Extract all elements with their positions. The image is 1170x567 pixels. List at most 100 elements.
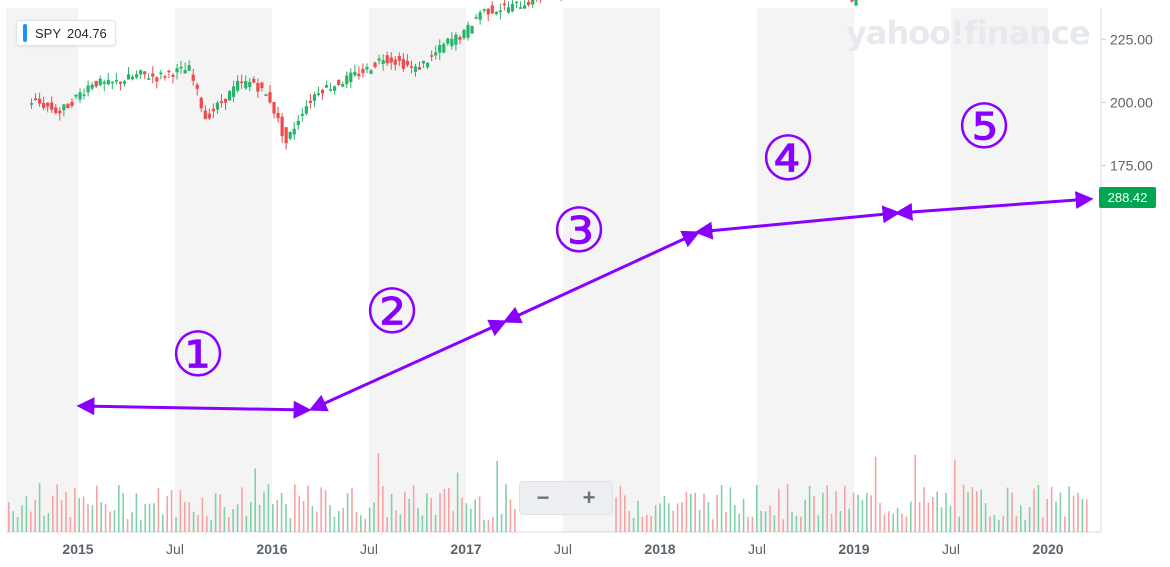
volume-bar (852, 492, 855, 532)
volume-bar (883, 514, 886, 532)
candle-body (171, 74, 175, 77)
ticker-value: 204.76 (67, 25, 107, 41)
volume-bar (135, 493, 138, 532)
volume-bar (470, 508, 472, 532)
candle-body (337, 79, 341, 85)
x-tick-label: Jul (748, 541, 766, 557)
volume-bar (619, 485, 622, 532)
volume-bar (131, 512, 133, 532)
volume-bar (8, 502, 10, 532)
candle-body (114, 79, 118, 82)
candle-body (466, 24, 470, 38)
candle-body (227, 90, 232, 101)
volume-bar (52, 495, 54, 532)
volume-bar (439, 492, 441, 532)
volume-bar (993, 515, 996, 532)
volume-bar (505, 484, 507, 532)
volume-bar (395, 510, 397, 532)
volume-bar (905, 516, 908, 532)
volume-bar (976, 491, 978, 532)
volume-bar (791, 511, 793, 532)
volume-bar (672, 510, 674, 532)
candle-body (417, 67, 422, 70)
volume-bar (382, 485, 384, 532)
x-tick-label: Jul (166, 541, 184, 557)
candle-body (183, 70, 187, 74)
volume-bar (1033, 488, 1035, 532)
x-tick-label: 2018 (644, 541, 675, 557)
volume-bar (879, 503, 881, 532)
candle-body (240, 81, 244, 84)
volume-bar (910, 501, 912, 532)
volume-bar (34, 499, 36, 532)
candle-body (409, 66, 414, 68)
volume-bar (923, 487, 925, 532)
candle-body (405, 60, 409, 66)
volume-bar (241, 487, 243, 532)
candle-body (86, 85, 90, 93)
candle-body (54, 107, 58, 114)
candle-body (143, 71, 147, 75)
volume-bar (316, 511, 318, 532)
candle-body (256, 83, 260, 92)
candle-body (78, 92, 82, 100)
volume-bar (668, 503, 670, 532)
volume-bar (487, 519, 490, 532)
volume-bar (263, 491, 265, 532)
volume-bar (206, 516, 208, 532)
candle-body (268, 92, 272, 103)
volume-bar (971, 486, 974, 532)
volume-bar (949, 505, 952, 532)
volume-bar (786, 484, 789, 532)
candle-body (434, 52, 438, 56)
candle-body (66, 103, 70, 109)
volume-bar (1086, 499, 1088, 532)
volume-bar (496, 460, 498, 532)
zoom-out-button[interactable]: − (536, 485, 550, 510)
candle-body (50, 102, 54, 110)
annotation-label: ⑤ (956, 90, 1012, 163)
volume-bar (47, 513, 50, 532)
x-tick-label: 2017 (450, 541, 481, 557)
volume-bar (659, 503, 661, 532)
volume-bar (1011, 492, 1013, 532)
ticker-chip[interactable]: SPY 204.76 (16, 20, 116, 46)
ticker-symbol: SPY (35, 25, 62, 41)
volume-bar (338, 510, 340, 532)
candle-body (195, 84, 199, 89)
candle-body (82, 94, 86, 96)
candle-body (38, 98, 42, 104)
candle-body (58, 110, 62, 114)
candle-body (106, 79, 110, 85)
candle-body (385, 55, 389, 64)
volume-bar (157, 487, 160, 532)
volume-bar (214, 493, 217, 532)
volume-bar (698, 509, 701, 532)
x-tick-label: Jul (942, 541, 960, 557)
volume-bar (764, 511, 767, 532)
candle-body (296, 120, 300, 126)
volume-bar (892, 513, 894, 532)
volume-bar (30, 511, 32, 532)
volume-bar (1006, 487, 1009, 532)
volume-bar (412, 485, 415, 532)
x-tick-label: 2015 (62, 541, 93, 557)
volume-bar (954, 459, 956, 532)
volume-bar (144, 504, 146, 532)
candle-body (130, 76, 135, 80)
volume-bar (760, 511, 762, 532)
volume-bar (426, 493, 428, 532)
volume-bar (685, 491, 688, 532)
background-stripe (757, 8, 854, 532)
volume-bar (223, 507, 226, 532)
candle-body (187, 65, 191, 71)
volume-bar (500, 513, 503, 532)
volume-bar (654, 505, 657, 532)
candle-body (232, 86, 236, 97)
volume-bar (65, 492, 67, 532)
zoom-in-button[interactable]: + (582, 485, 596, 510)
volume-bar (835, 491, 837, 532)
annotation-arrow (894, 191, 1094, 221)
candle-body (207, 113, 211, 119)
